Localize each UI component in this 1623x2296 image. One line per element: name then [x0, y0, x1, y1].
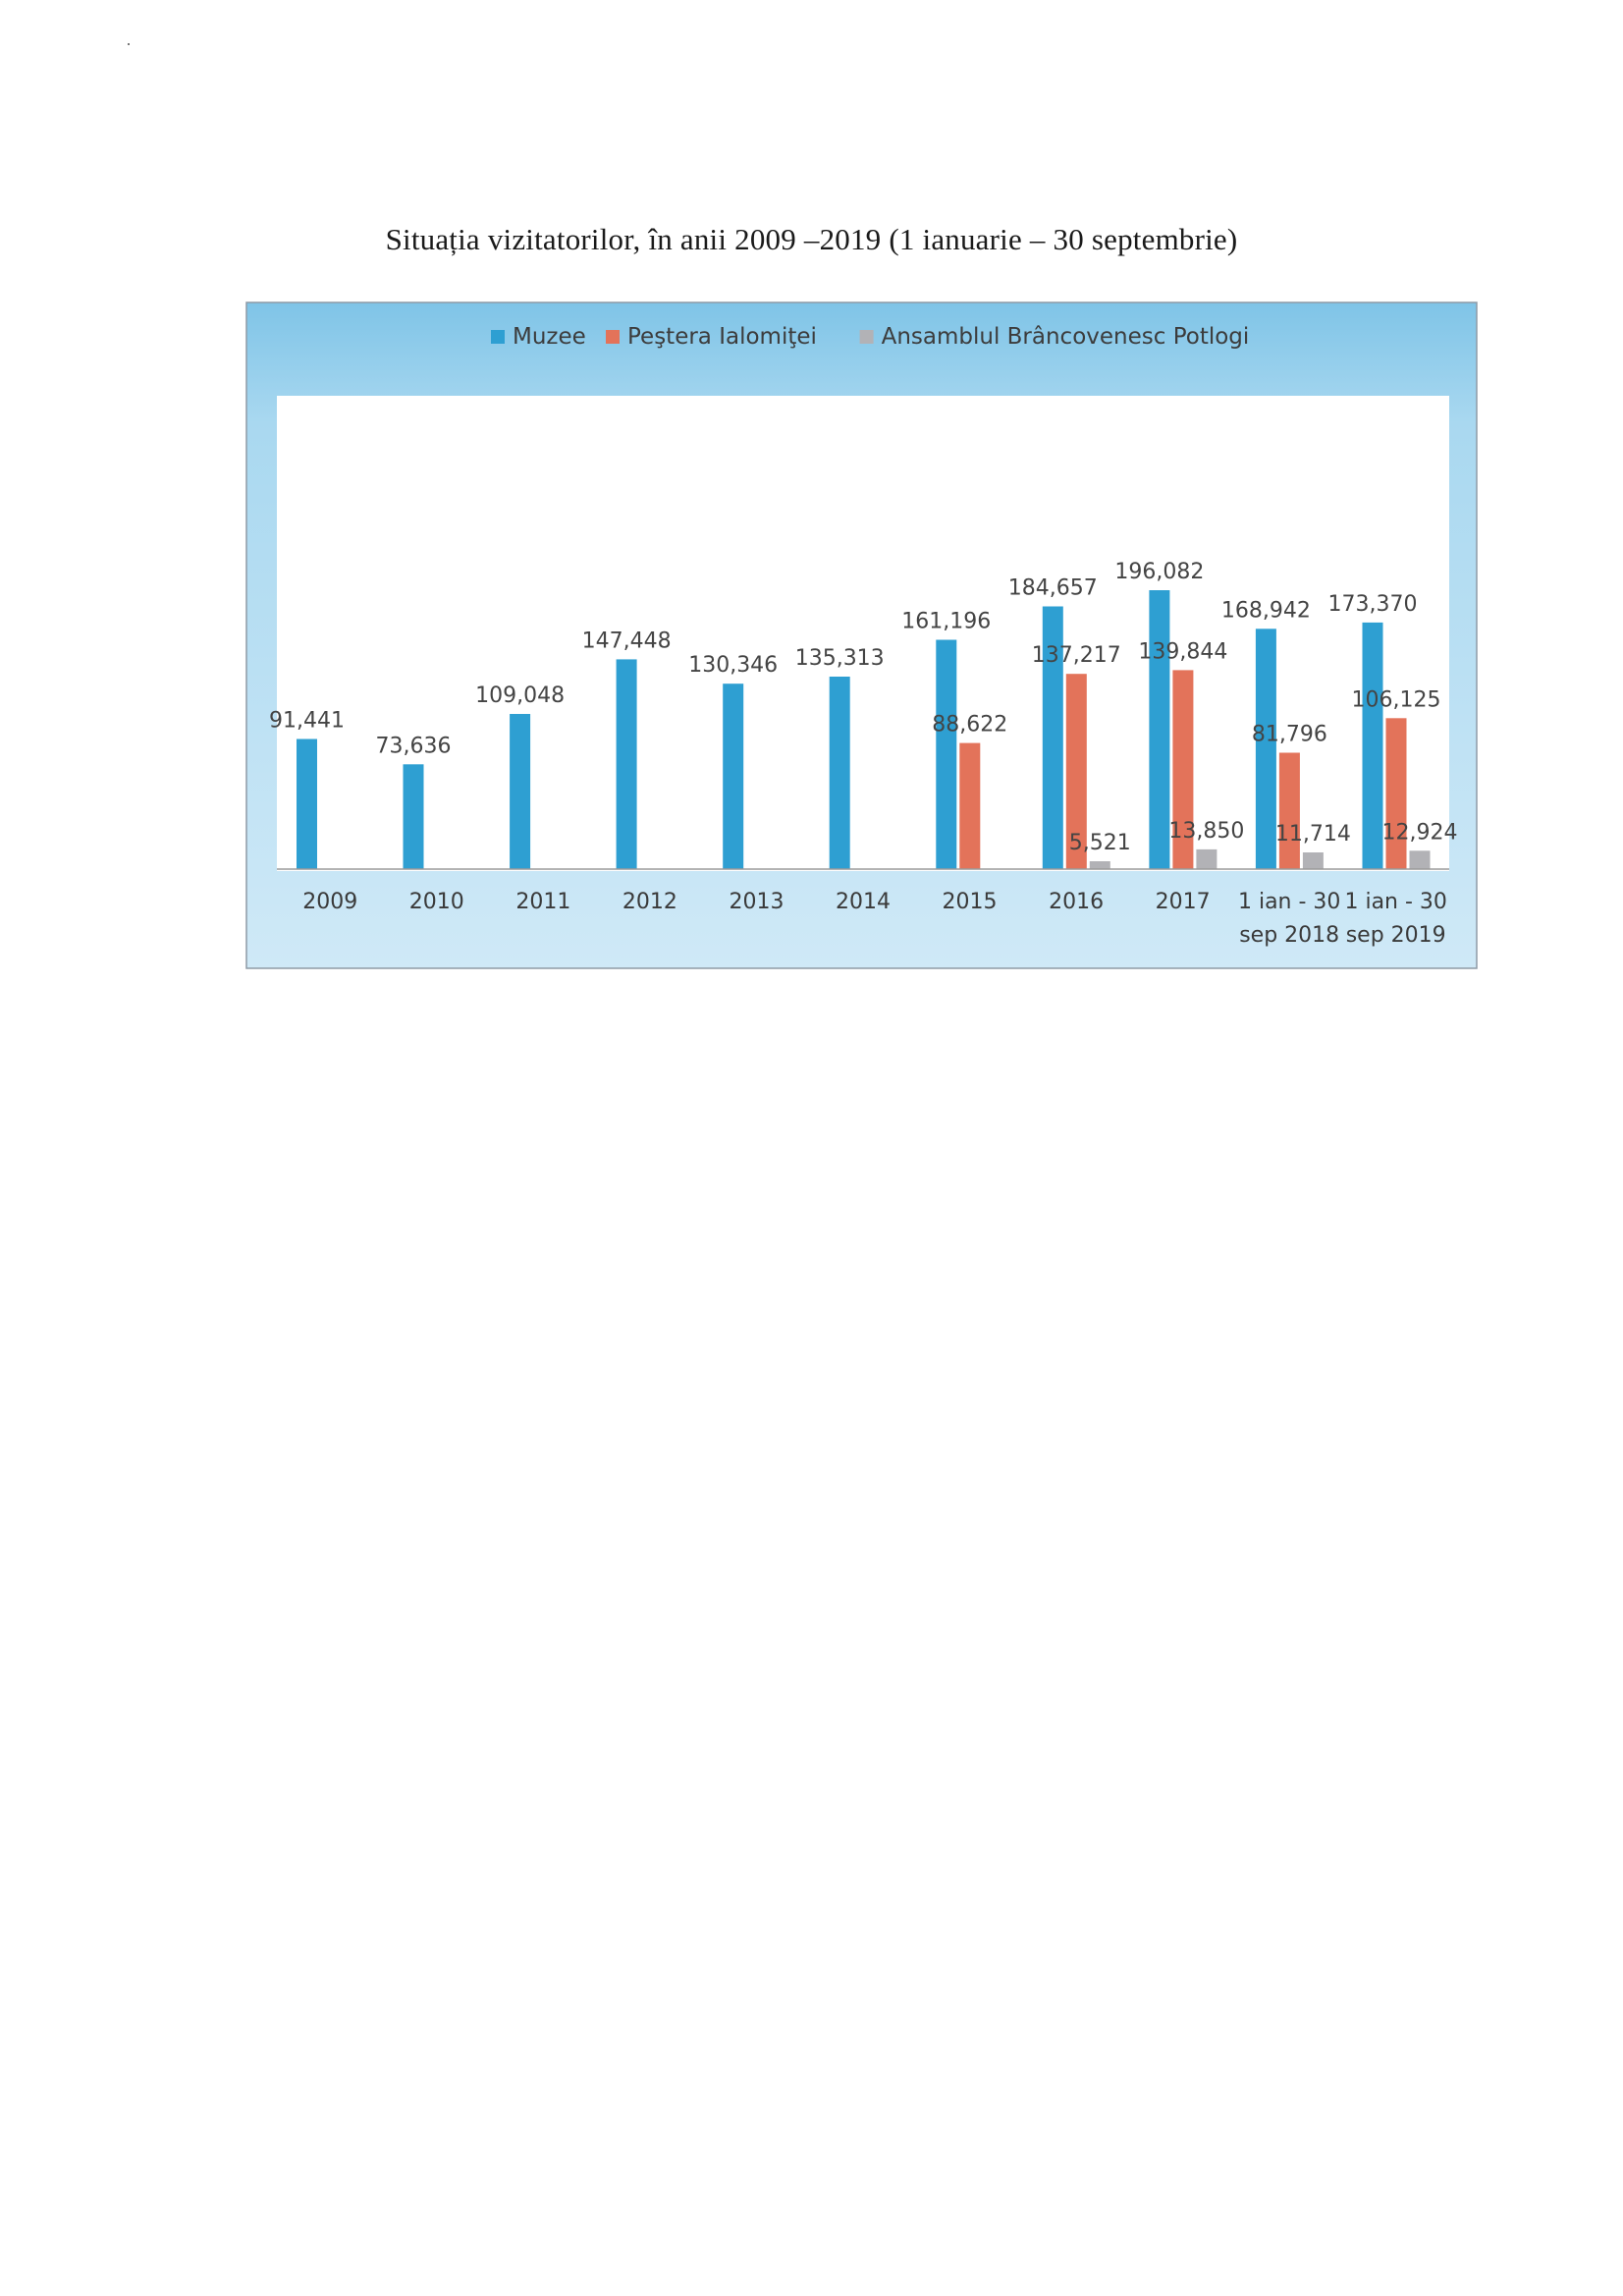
data-label-3-10: 11,714	[1275, 822, 1351, 847]
bar-3-9	[1196, 848, 1217, 869]
data-label-1-7: 161,196	[901, 610, 991, 634]
data-labels: 91,441 73,636 109,048 147,448 130,346 135,313…	[269, 560, 1457, 855]
bar-1-8	[1042, 606, 1063, 869]
data-label-2-7: 88,622	[932, 713, 1007, 738]
data-label-2-9: 139,844	[1138, 639, 1227, 664]
x-tick-label-3: 2011	[515, 890, 570, 914]
x-tick-label-8: 2016	[1049, 890, 1104, 914]
data-label-2-11: 106,125	[1352, 687, 1441, 712]
bar-1-10	[1255, 629, 1276, 869]
x-tick-label-10: 1 ian - 30 sep 2018	[1238, 890, 1340, 948]
data-label-1-5: 130,346	[688, 653, 778, 678]
x-tick-label-5: 2013	[730, 890, 784, 914]
x-tick-label-6: 2014	[836, 890, 891, 914]
bar-2-11	[1385, 718, 1407, 869]
page-title: Situația vizitatorilor, în anii 2009 –20…	[385, 222, 1238, 256]
bar-2-7	[959, 742, 981, 869]
bar-1-11	[1362, 622, 1383, 869]
bar-3-11	[1409, 850, 1431, 869]
bar-2-9	[1172, 670, 1194, 869]
bar-1-1	[297, 738, 317, 869]
plot-area	[277, 396, 1449, 871]
bar-3-10	[1302, 852, 1324, 869]
bar-3-8	[1089, 861, 1110, 869]
data-label-3-11: 12,924	[1382, 820, 1458, 845]
data-label-2-8: 137,217	[1032, 643, 1121, 668]
data-label-1-10: 168,942	[1221, 598, 1311, 623]
bar-1-3	[510, 714, 531, 869]
legend-swatch-1	[491, 330, 505, 344]
bar-1-7	[936, 639, 957, 869]
data-label-2-10: 81,796	[1252, 723, 1327, 747]
legend-label-2: Peştera Ialomiţei	[627, 324, 817, 350]
x-tick-label-2: 2010	[409, 890, 464, 914]
data-label-1-3: 109,048	[475, 683, 565, 708]
legend-label-1: Muzee	[513, 324, 586, 350]
bar-2-10	[1278, 752, 1300, 869]
bar-1-6	[829, 677, 850, 869]
bar-1-9	[1149, 590, 1170, 869]
data-label-1-8: 184,657	[1008, 576, 1098, 601]
data-label-3-9: 13,850	[1168, 819, 1244, 844]
data-label-3-8: 5,521	[1069, 831, 1131, 855]
x-tick-label-11: 1 ian - 30 sep 2019	[1344, 890, 1446, 948]
legend: Muzee Peştera Ialomiţei Ansamblul Brâncove…	[491, 324, 1249, 350]
data-label-1-6: 135,313	[795, 646, 885, 671]
x-tick-label-4: 2012	[622, 890, 677, 914]
bar-2-8	[1065, 674, 1087, 869]
bar-1-5	[723, 683, 744, 869]
data-label-1-1: 91,441	[269, 709, 345, 734]
bar-1-4	[616, 659, 637, 869]
x-tick-labels: 2009 2010 2011 2012 2013 2014 2015 2016 2017 1 ia…	[302, 890, 1447, 948]
data-label-1-4: 147,448	[582, 629, 672, 653]
bars	[297, 590, 1431, 869]
x-tick-label-7: 2015	[943, 890, 998, 914]
legend-swatch-3	[859, 330, 874, 344]
legend-label-3: Ansamblul Brâncovenesc Potlogi	[882, 324, 1250, 350]
legend-swatch-2	[606, 330, 620, 344]
x-tick-label-1: 2009	[302, 890, 357, 914]
data-label-1-2: 73,636	[376, 734, 452, 758]
bar-1-2	[403, 764, 424, 869]
scan-speck	[128, 43, 130, 45]
data-label-1-9: 196,082	[1114, 560, 1204, 584]
x-tick-label-9: 2017	[1156, 890, 1211, 914]
data-label-1-11: 173,370	[1328, 592, 1418, 617]
